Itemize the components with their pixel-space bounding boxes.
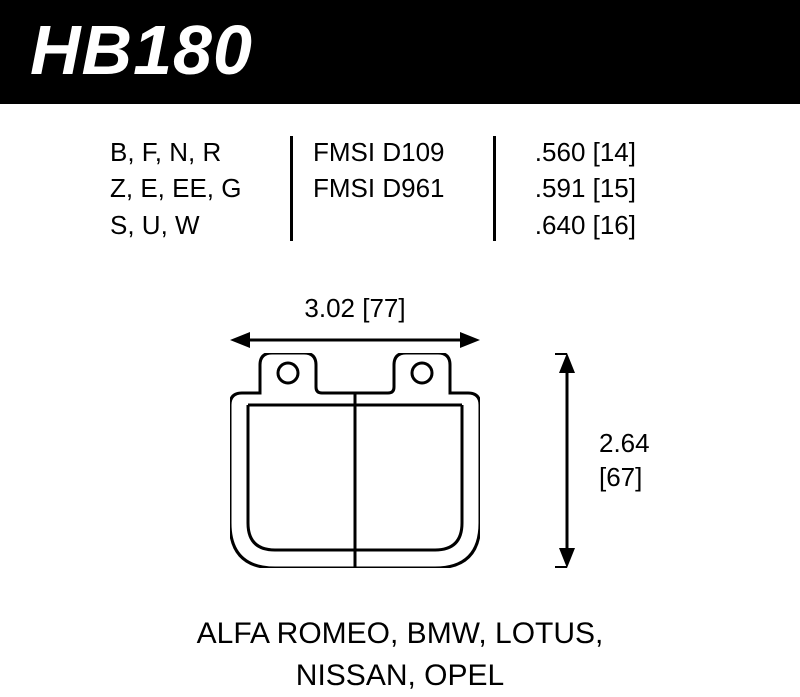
diagram-area: 3.02 [77] 2.64 [67] bbox=[0, 263, 800, 603]
mounting-hole bbox=[278, 363, 298, 383]
compound-line: S, U, W bbox=[110, 207, 270, 243]
height-mm: [67] bbox=[599, 461, 650, 495]
mounting-hole bbox=[412, 363, 432, 383]
height-dimension-arrows bbox=[555, 353, 579, 568]
header-bar: HB180 bbox=[0, 0, 800, 104]
specs-row: B, F, N, R Z, E, EE, G S, U, W FMSI D109… bbox=[0, 104, 800, 263]
brake-pad-outline bbox=[230, 353, 480, 568]
fmsi-column: FMSI D109 FMSI D961 bbox=[293, 134, 493, 243]
width-dimension-arrows bbox=[230, 328, 480, 352]
fmsi-line: FMSI D961 bbox=[313, 170, 473, 206]
height-inches: 2.64 bbox=[599, 427, 650, 461]
thickness-line: .591 [15] bbox=[516, 170, 636, 206]
height-dimension-label: 2.64 [67] bbox=[599, 427, 650, 495]
width-dimension-label: 3.02 [77] bbox=[230, 293, 480, 324]
fmsi-line: FMSI D109 bbox=[313, 134, 473, 170]
part-number-title: HB180 bbox=[30, 10, 770, 90]
applications-text: ALFA ROMEO, BMW, LOTUS, NISSAN, OPEL bbox=[0, 603, 800, 697]
applications-line: ALFA ROMEO, BMW, LOTUS, bbox=[40, 613, 760, 655]
compound-line: Z, E, EE, G bbox=[110, 170, 270, 206]
thickness-line: .560 [14] bbox=[516, 134, 636, 170]
height-dimension: 2.64 [67] bbox=[555, 353, 650, 568]
compounds-column: B, F, N, R Z, E, EE, G S, U, W bbox=[90, 134, 290, 243]
compound-line: B, F, N, R bbox=[110, 134, 270, 170]
thickness-column: .560 [14] .591 [15] .640 [16] bbox=[496, 134, 676, 243]
width-dimension: 3.02 [77] bbox=[230, 293, 480, 352]
thickness-line: .640 [16] bbox=[516, 207, 636, 243]
